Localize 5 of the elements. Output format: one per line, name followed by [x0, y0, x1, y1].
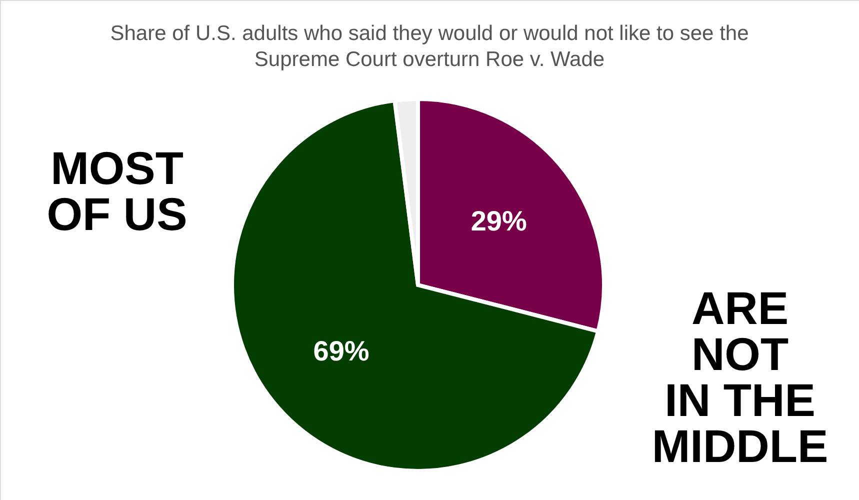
data-label: 69% — [313, 336, 370, 367]
data-label: 29% — [470, 205, 527, 236]
text: MOST OF US — [46, 142, 188, 240]
text: ARE NOT IN THE MIDDLE — [652, 282, 828, 472]
chart-title: Share of U.S. adults who said they would or would not like to see the Supreme Court overturn Roe v. Wade — [110, 22, 749, 71]
